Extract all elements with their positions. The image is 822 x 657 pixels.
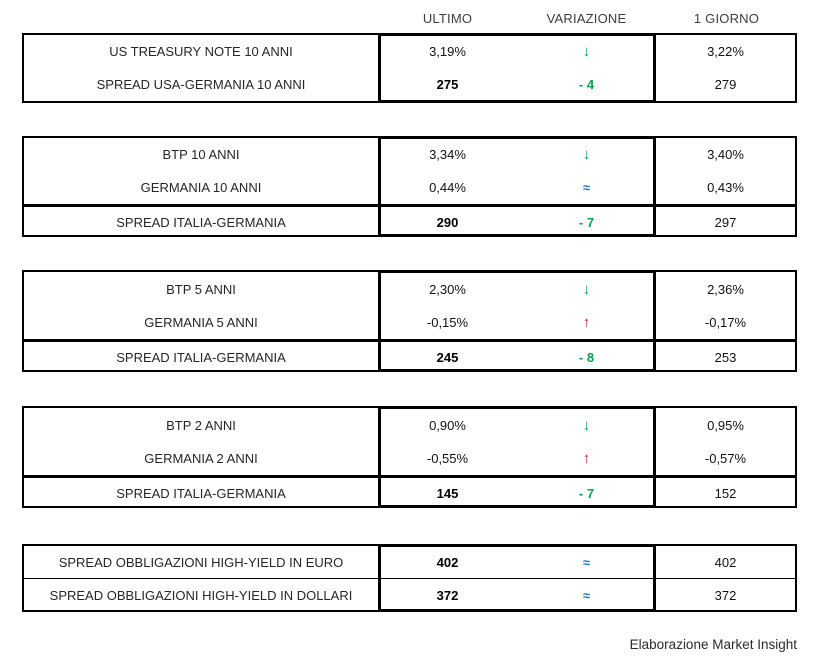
giorno-value: 253 [714, 350, 737, 365]
row-label: GERMANIA 5 ANNI [144, 315, 258, 330]
ultimo-value: 0,90% [429, 417, 466, 433]
table-row: SPREAD OBBLIGAZIONI HIGH-YIELD IN EURO 4… [24, 546, 795, 578]
giorno-value: 372 [714, 587, 737, 603]
row-label: SPREAD OBBLIGAZIONI HIGH-YIELD IN DOLLAR… [49, 587, 353, 603]
ultimo-value: 0,44% [429, 180, 466, 195]
row-label: SPREAD ITALIA-GERMANIA [116, 486, 286, 501]
row-label: BTP 2 ANNI [166, 417, 236, 433]
ultimo-value: -0,15% [426, 315, 469, 330]
row-label: SPREAD ITALIA-GERMANIA [116, 350, 286, 365]
table-row: US TREASURY NOTE 10 ANNI 3,19% ↓ 3,22% [24, 35, 795, 68]
table-10-anni: BTP 10 ANNI 3,34% ↓ 3,40% GERMANIA 10 AN… [22, 136, 797, 237]
down-arrow-icon: ↓ [582, 416, 591, 434]
table-5-anni: BTP 5 ANNI 2,30% ↓ 2,36% GERMANIA 5 ANNI… [22, 270, 797, 372]
source-credit: Elaborazione Market Insight [629, 636, 797, 652]
ultimo-value: 402 [436, 554, 459, 570]
giorno-value: 0,43% [707, 180, 744, 195]
giorno-value: 2,36% [707, 281, 744, 297]
down-arrow-icon: ↓ [582, 43, 591, 60]
table-row-spread: SPREAD USA-GERMANIA 10 ANNI 275 - 4 279 [24, 68, 795, 101]
table-row-spread: SPREAD ITALIA-GERMANIA 145 - 7 152 [24, 475, 795, 509]
ultimo-value: 290 [436, 215, 459, 230]
ultimo-value: 372 [436, 587, 459, 603]
giorno-value: -0,17% [704, 315, 747, 330]
variation-value: - 7 [578, 486, 595, 501]
approx-equal-icon: ≈ [582, 554, 591, 570]
column-header-ultimo: ULTIMO [422, 10, 473, 26]
row-label: GERMANIA 10 ANNI [140, 180, 262, 195]
table-row-spread: SPREAD ITALIA-GERMANIA 290 - 7 297 [24, 204, 795, 238]
giorno-value: 0,95% [707, 417, 744, 433]
ultimo-value: 275 [436, 77, 459, 92]
table-us-treasury: US TREASURY NOTE 10 ANNI 3,19% ↓ 3,22% S… [22, 33, 797, 103]
ultimo-value: 3,19% [429, 44, 466, 59]
ultimo-value: 245 [436, 350, 459, 365]
row-label: US TREASURY NOTE 10 ANNI [109, 44, 293, 59]
table-2-anni: BTP 2 ANNI 0,90% ↓ 0,95% GERMANIA 2 ANNI… [22, 406, 797, 508]
variation-value: - 7 [578, 215, 595, 230]
giorno-value: 402 [714, 554, 737, 570]
variation-value: - 4 [578, 77, 595, 92]
row-label: BTP 5 ANNI [166, 281, 236, 297]
column-header-variazione: VARIAZIONE [546, 10, 627, 26]
table-row: GERMANIA 2 ANNI -0,55% ↑ -0,57% [24, 442, 795, 475]
row-label: SPREAD USA-GERMANIA 10 ANNI [96, 77, 306, 92]
down-arrow-icon: ↓ [582, 146, 591, 163]
row-label: GERMANIA 2 ANNI [144, 451, 258, 466]
table-row: BTP 2 ANNI 0,90% ↓ 0,95% [24, 408, 795, 442]
approx-equal-icon: ≈ [582, 180, 591, 195]
down-arrow-icon: ↓ [582, 280, 591, 298]
giorno-value: 279 [714, 77, 737, 92]
table-row: GERMANIA 10 ANNI 0,44% ≈ 0,43% [24, 171, 795, 204]
giorno-value: -0,57% [704, 451, 747, 466]
giorno-value: 152 [714, 486, 737, 501]
ultimo-value: 3,34% [429, 147, 466, 162]
table-row: GERMANIA 5 ANNI -0,15% ↑ -0,17% [24, 306, 795, 339]
table-row: BTP 10 ANNI 3,34% ↓ 3,40% [24, 138, 795, 171]
row-label: SPREAD OBBLIGAZIONI HIGH-YIELD IN EURO [58, 554, 344, 570]
approx-equal-icon: ≈ [582, 587, 591, 603]
ultimo-value: -0,55% [426, 451, 469, 466]
variation-value: - 8 [578, 350, 595, 365]
table-high-yield: SPREAD OBBLIGAZIONI HIGH-YIELD IN EURO 4… [22, 544, 797, 612]
table-row: BTP 5 ANNI 2,30% ↓ 2,36% [24, 272, 795, 306]
column-header-1giorno: 1 GIORNO [693, 10, 760, 26]
giorno-value: 3,40% [707, 147, 744, 162]
up-arrow-icon: ↑ [582, 450, 591, 467]
ultimo-value: 145 [436, 486, 459, 501]
row-label: SPREAD ITALIA-GERMANIA [116, 215, 286, 230]
table-row-spread: SPREAD ITALIA-GERMANIA 245 - 8 253 [24, 339, 795, 373]
table-row: SPREAD OBBLIGAZIONI HIGH-YIELD IN DOLLAR… [24, 578, 795, 611]
ultimo-value: 2,30% [429, 281, 466, 297]
giorno-value: 3,22% [707, 44, 744, 59]
row-label: BTP 10 ANNI [162, 147, 240, 162]
giorno-value: 297 [714, 215, 737, 230]
up-arrow-icon: ↑ [582, 314, 591, 331]
